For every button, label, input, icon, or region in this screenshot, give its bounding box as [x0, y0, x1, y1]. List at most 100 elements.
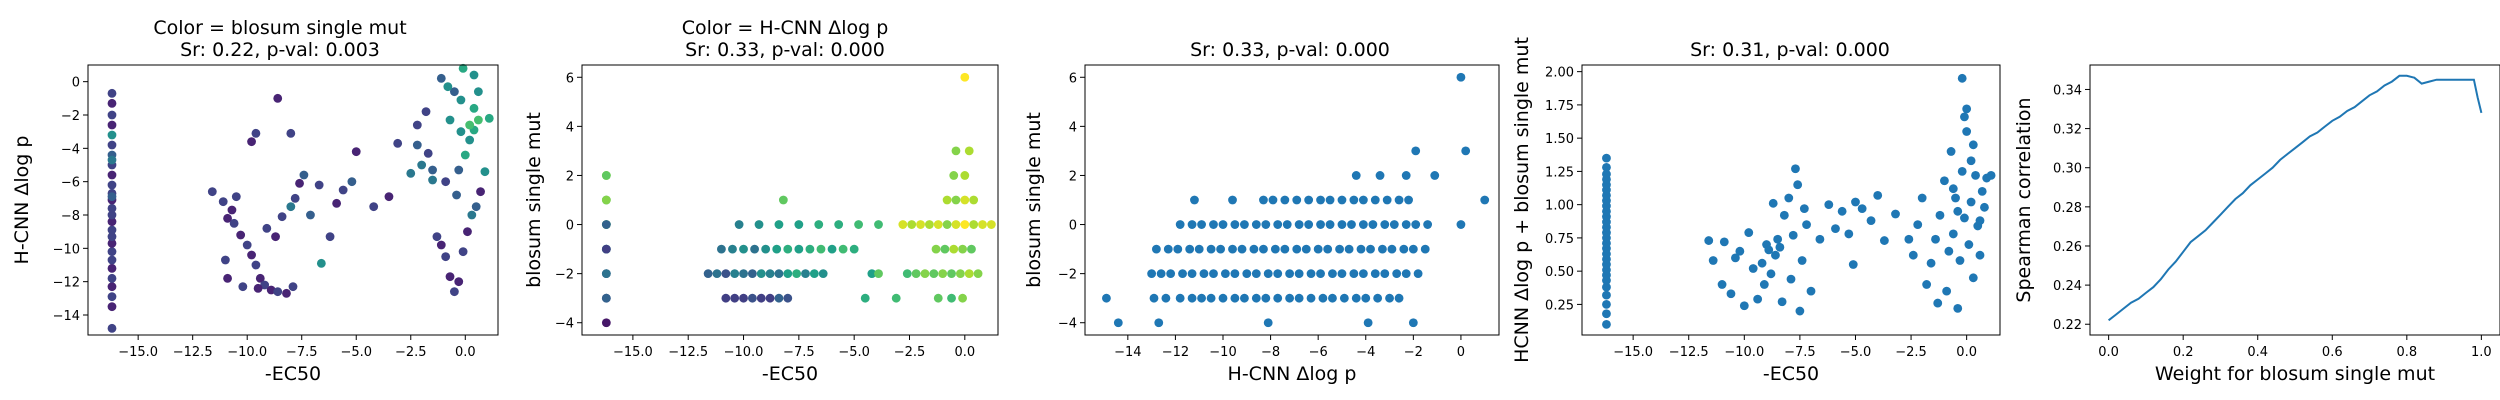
y-axis-label: H-CNN Δlog p	[11, 136, 33, 265]
y-tick-label: −4	[1058, 317, 1077, 332]
scatter-point	[1251, 269, 1261, 279]
y-tick-label: 0	[1069, 219, 1077, 234]
scatter-point	[774, 220, 784, 229]
scatter-point	[238, 282, 248, 292]
y-axis-label: blosum single mut	[1023, 112, 1045, 288]
scatter-point	[1831, 224, 1840, 233]
scatter-point	[1385, 293, 1394, 303]
scatter-point	[947, 269, 956, 279]
scatter-point	[874, 269, 883, 279]
x-tick-label: 0.0	[954, 345, 975, 360]
x-tick-label: −7.5	[286, 345, 318, 360]
y-tick-label: 0.50	[1545, 265, 1574, 280]
scatter-point	[960, 195, 970, 205]
scatter-point	[1378, 244, 1387, 254]
scatter-point	[412, 140, 422, 150]
scatter-point	[1739, 301, 1749, 311]
scatter-point	[1325, 195, 1335, 205]
x-tick-label: −7.5	[1784, 345, 1816, 360]
scatter-point	[1228, 244, 1237, 254]
scatter-point	[783, 293, 793, 303]
scatter-point	[1259, 195, 1268, 205]
scatter-point	[964, 269, 974, 279]
scatter-point	[436, 240, 446, 250]
scatter-point	[1206, 244, 1216, 254]
scatter-point	[1955, 256, 1965, 265]
panel-title-line-1: Color = H-CNN Δlog p	[682, 17, 889, 39]
scatter-point	[818, 269, 828, 279]
scatter-point	[251, 128, 261, 138]
scatter-point	[306, 210, 315, 220]
scatter-point	[465, 135, 475, 145]
scatter-point	[423, 148, 433, 158]
scatter-point	[1358, 220, 1368, 229]
scatter-point	[1249, 244, 1259, 254]
scatter-point	[107, 232, 117, 242]
x-tick-label: −5.0	[340, 345, 372, 360]
scatter-point	[1301, 244, 1311, 254]
y-tick-label: −4	[555, 317, 574, 332]
scatter-point	[393, 138, 403, 148]
y-tick-label: 6	[566, 71, 574, 86]
scatter-point	[1285, 269, 1295, 279]
scatter-point	[107, 88, 117, 98]
x-tick-label: −10.0	[724, 345, 764, 360]
scatter-point	[369, 202, 379, 212]
scatter-point	[107, 192, 117, 202]
scatter-point	[1163, 244, 1173, 254]
scatter-point	[1259, 244, 1268, 254]
scatter-point	[960, 72, 970, 82]
scatter-point	[1280, 195, 1290, 205]
y-tick-label: 0.28	[2053, 201, 2082, 216]
scatter-point	[1273, 220, 1283, 229]
scatter-point	[1602, 300, 1611, 309]
x-tick-label: 0	[1457, 345, 1465, 360]
scatter-point	[986, 220, 996, 229]
y-tick-label: −4	[61, 142, 80, 157]
scatter-point	[1273, 293, 1283, 303]
scatter-point	[1349, 195, 1359, 205]
scatter-point	[242, 240, 252, 250]
scatter-point	[1966, 197, 1976, 207]
scatter-point	[207, 187, 217, 197]
scatter-point	[1154, 318, 1164, 328]
scatter-point	[949, 171, 959, 180]
y-tick-label: 0.24	[2053, 279, 2082, 294]
scatter-point	[1944, 246, 1954, 256]
scatter-point	[1788, 230, 1798, 240]
scatter-point	[1962, 127, 1972, 136]
scatter-point	[1773, 234, 1783, 244]
scatter-point	[601, 269, 611, 279]
panel-hcnn-vs-blosum: Sr: 0.33, p-val: 0.000 −4 −2 0 2 4 6 −14 −12 −10…	[1023, 39, 1500, 385]
scatter-point	[1957, 73, 1967, 83]
scatter-point	[229, 218, 239, 228]
scatter-point	[1363, 318, 1373, 328]
scatter-point	[1280, 244, 1290, 254]
scatter-point	[255, 273, 265, 283]
scatter-point	[1411, 146, 1421, 156]
x-tick-label: −15.0	[118, 345, 158, 360]
scatter-point	[1187, 220, 1197, 229]
scatter-point	[1968, 140, 1978, 150]
scatter-point	[958, 293, 967, 303]
scatter-point	[1228, 195, 1237, 205]
scatter-point	[406, 168, 416, 178]
y-tick-label: 0.26	[2053, 240, 2082, 255]
scatter-point	[1240, 220, 1249, 229]
x-tick-label: −12.5	[1669, 345, 1709, 360]
scatter-point	[1960, 213, 1969, 223]
scatter-point	[1966, 156, 1976, 166]
scatter-point	[601, 293, 611, 303]
scatter-point	[458, 63, 468, 73]
x-tick-label: −15.0	[1613, 345, 1653, 360]
panel-title-line-2: Sr: 0.33, p-val: 0.000	[685, 39, 885, 61]
scatter-point	[449, 287, 459, 297]
scatter-point	[1102, 293, 1111, 303]
scatter-point	[223, 213, 232, 223]
scatter-point	[1719, 237, 1729, 247]
scatter-point	[1237, 244, 1247, 254]
scatter-point	[794, 244, 804, 254]
scatter-point	[860, 293, 870, 303]
scatter-point	[231, 192, 241, 202]
scatter-point	[484, 113, 494, 123]
